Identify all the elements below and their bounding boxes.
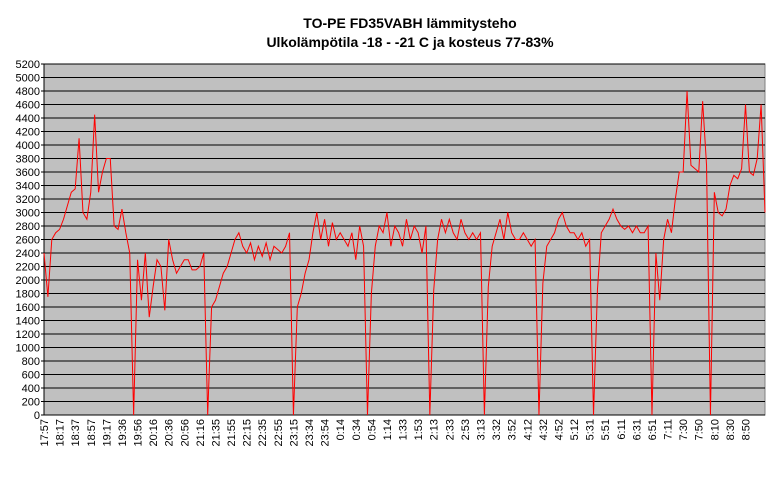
x-tick-label: 5:51 [600, 419, 612, 440]
y-tick-label: 3000 [16, 208, 40, 220]
x-tick-label: 20:36 [164, 419, 176, 447]
y-tick-label: 3200 [16, 194, 40, 206]
x-tick-label: 18:57 [86, 419, 98, 447]
y-tick-label: 4400 [16, 113, 40, 125]
y-tick-label: 2800 [16, 221, 40, 233]
x-tick-label: 2:13 [429, 419, 441, 440]
x-tick-label: 0:34 [351, 419, 363, 440]
x-tick-label: 21:16 [195, 419, 207, 447]
y-tick-label: 5200 [16, 59, 40, 71]
x-tick-label: 6:11 [616, 419, 628, 440]
y-tick-label: 3400 [16, 181, 40, 193]
x-tick-label: 7:50 [694, 419, 706, 440]
y-tick-label: 5000 [16, 73, 40, 85]
x-tick-label: 4:32 [538, 419, 550, 440]
x-tick-label: 3:52 [507, 419, 519, 440]
x-tick-label: 8:10 [709, 419, 721, 440]
x-tick-label: 8:50 [741, 419, 753, 440]
x-tick-label: 20:56 [179, 419, 191, 447]
y-tick-label: 1200 [16, 329, 40, 341]
y-tick-label: 4000 [16, 140, 40, 152]
x-tick-label: 23:15 [288, 419, 300, 447]
x-tick-label: 6:51 [647, 419, 659, 440]
y-tick-label: 3600 [16, 167, 40, 179]
y-tick-label: 1600 [16, 302, 40, 314]
y-tick-label: 1800 [16, 289, 40, 301]
y-tick-label: 800 [22, 356, 40, 368]
x-tick-label: 23:34 [304, 419, 316, 447]
x-tick-label: 17:57 [39, 419, 51, 447]
x-tick-label: 19:56 [133, 419, 145, 447]
y-tick-label: 200 [22, 397, 40, 409]
y-tick-label: 1400 [16, 316, 40, 328]
x-tick-label: 22:15 [242, 419, 254, 447]
x-tick-label: 1:53 [413, 419, 425, 440]
y-tick-label: 4600 [16, 100, 40, 112]
y-tick-label: 400 [22, 383, 40, 395]
y-tick-label: 4800 [16, 86, 40, 98]
x-tick-label: 7:11 [663, 419, 675, 440]
chart-title: TO-PE FD35VABH lämmitysteho [303, 15, 516, 31]
x-tick-label: 8:30 [725, 419, 737, 440]
x-tick-label: 1:33 [398, 419, 410, 440]
x-tick-label: 20:16 [148, 419, 160, 447]
x-tick-label: 19:36 [117, 419, 129, 447]
x-tick-label: 22:55 [273, 419, 285, 447]
x-tick-label: 7:30 [678, 419, 690, 440]
x-tick-label: 3:32 [491, 419, 503, 440]
x-tick-label: 4:12 [522, 419, 534, 440]
x-tick-label: 6:31 [631, 419, 643, 440]
x-tick-label: 23:54 [320, 419, 332, 447]
y-tick-label: 2000 [16, 275, 40, 287]
y-tick-label: 2200 [16, 262, 40, 274]
x-tick-label: 18:37 [70, 419, 82, 447]
y-tick-label: 2600 [16, 235, 40, 247]
y-tick-label: 600 [22, 370, 40, 382]
chart-subtitle: Ulkolämpötila -18 - -21 C ja kosteus 77-… [266, 34, 554, 50]
y-tick-label: 4200 [16, 127, 40, 139]
x-tick-label: 18:17 [55, 419, 67, 447]
line-series [43, 90, 766, 416]
x-tick-label: 21:55 [226, 419, 238, 447]
y-tick-label: 0 [34, 410, 40, 422]
y-tick-label: 1000 [16, 343, 40, 355]
x-tick-label: 0:54 [366, 419, 378, 440]
y-tick-label: 2400 [16, 248, 40, 260]
y-tick-label: 3800 [16, 154, 40, 166]
x-tick-label: 2:33 [444, 419, 456, 440]
x-tick-label: 2:53 [460, 419, 472, 440]
x-tick-label: 21:35 [210, 419, 222, 447]
x-tick-label: 4:52 [553, 419, 565, 440]
x-tick-label: 22:35 [257, 419, 269, 447]
x-tick-label: 19:17 [101, 419, 113, 447]
x-tick-label: 5:31 [585, 419, 597, 440]
x-tick-label: 1:14 [382, 419, 394, 440]
x-tick-label: 0:14 [335, 419, 347, 440]
x-tick-label: 5:12 [569, 419, 581, 440]
x-tick-label: 3:13 [475, 419, 487, 440]
